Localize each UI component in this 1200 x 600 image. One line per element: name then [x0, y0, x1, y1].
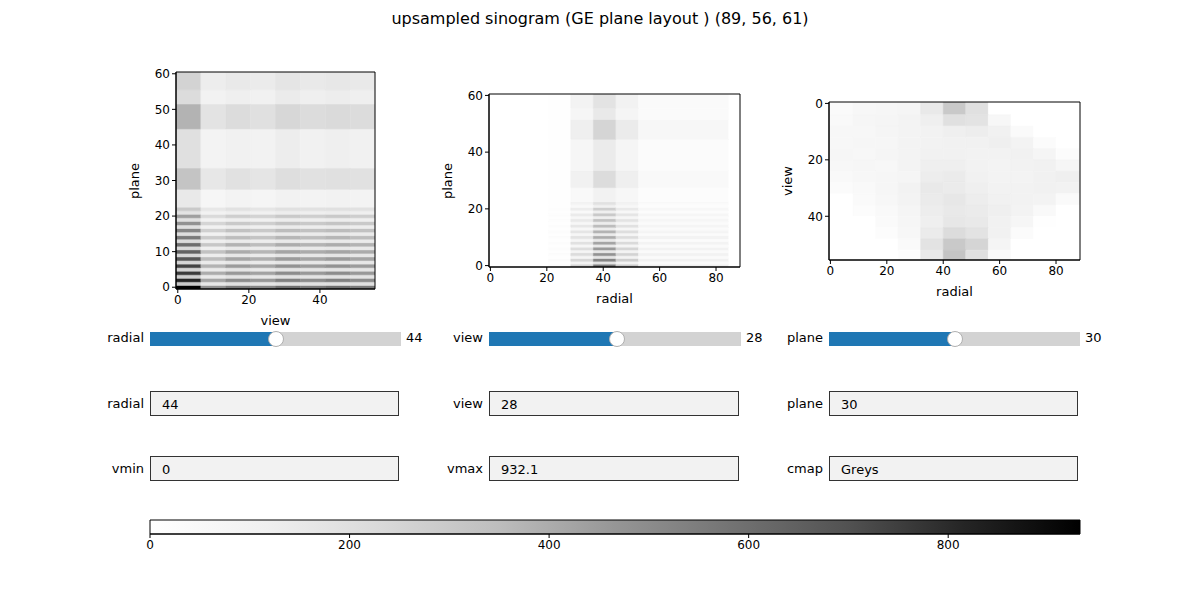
- svg-text:40: 40: [155, 138, 170, 152]
- html-text:44: 44: [162, 397, 179, 412]
- html-text:28: 28: [501, 397, 518, 412]
- svg-text:30: 30: [155, 174, 170, 188]
- svg-text:60: 60: [652, 271, 667, 285]
- svg-text:20: 20: [155, 209, 170, 223]
- html-text:view: view: [453, 396, 483, 411]
- svg-text:600: 600: [737, 538, 760, 552]
- html-text:radial: radial: [107, 396, 144, 411]
- svg-text:60: 60: [992, 264, 1007, 278]
- html-text:28: 28: [746, 330, 763, 345]
- html-text:plane: plane: [786, 330, 823, 345]
- html-text:0: 0: [162, 462, 171, 477]
- svg-text:10: 10: [155, 245, 170, 259]
- html-text:view: view: [453, 330, 483, 345]
- svg-text:0: 0: [475, 259, 483, 273]
- html-text:plane: plane: [786, 396, 823, 411]
- svg-text:20: 20: [468, 202, 483, 216]
- svg-text:40: 40: [808, 210, 823, 224]
- svg-text:0: 0: [487, 271, 495, 285]
- svg-text:0: 0: [146, 538, 154, 552]
- html-text:30: 30: [841, 397, 858, 412]
- html-text:radial: radial: [596, 291, 633, 306]
- svg-text:50: 50: [155, 103, 170, 117]
- svg-text:60: 60: [468, 89, 483, 103]
- html-text:view: view: [260, 313, 291, 328]
- svg-text:0: 0: [174, 293, 182, 307]
- svg-text:40: 40: [596, 271, 611, 285]
- html-text:upsampled sinogram (GE plane l: upsampled sinogram (GE plane layout ) (8…: [391, 9, 809, 28]
- svg-text:0: 0: [827, 264, 835, 278]
- svg-text:20: 20: [879, 264, 894, 278]
- svg-text:0: 0: [815, 97, 823, 111]
- html-text:vmin: vmin: [111, 461, 144, 476]
- svg-text:400: 400: [538, 538, 561, 552]
- svg-text:80: 80: [708, 271, 723, 285]
- html-text:30: 30: [1085, 330, 1102, 345]
- html-text:932.1: 932.1: [501, 462, 539, 477]
- svg-text:60: 60: [155, 67, 170, 81]
- svg-text:40: 40: [468, 145, 483, 159]
- svg-text:20: 20: [539, 271, 554, 285]
- svg-text:0: 0: [162, 280, 170, 294]
- svg-text:80: 80: [1048, 264, 1063, 278]
- svg-text:40: 40: [312, 293, 327, 307]
- svg-text:800: 800: [937, 538, 960, 552]
- html-text:44: 44: [406, 330, 423, 345]
- html-text:plane: plane: [127, 162, 142, 199]
- html-text:radial: radial: [936, 284, 973, 299]
- html-text:cmap: cmap: [787, 461, 823, 476]
- html-text:vmax: vmax: [447, 461, 483, 476]
- svg-text:20: 20: [241, 293, 256, 307]
- html-text:view: view: [780, 166, 795, 196]
- html-text:Greys: Greys: [841, 462, 879, 477]
- html-text:radial: radial: [107, 330, 144, 345]
- svg-text:40: 40: [936, 264, 951, 278]
- svg-text:200: 200: [338, 538, 361, 552]
- svg-text:20: 20: [808, 153, 823, 167]
- html-text:plane: plane: [440, 162, 455, 199]
